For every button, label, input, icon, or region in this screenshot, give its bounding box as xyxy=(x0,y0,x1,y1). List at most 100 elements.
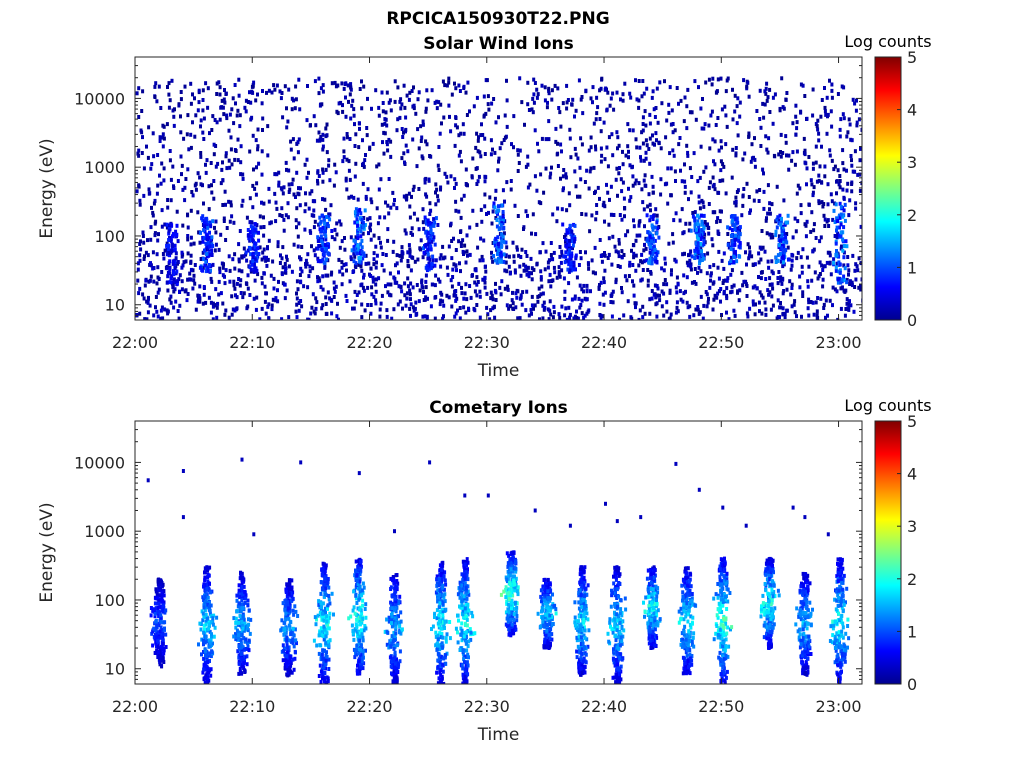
heatmap-cell xyxy=(758,188,762,192)
heatmap-cell xyxy=(725,278,729,283)
heatmap-cell xyxy=(348,177,352,182)
heatmap-cell xyxy=(310,305,314,310)
heatmap-cell xyxy=(707,202,711,206)
heatmap-cell xyxy=(214,219,218,224)
heatmap-cell xyxy=(454,115,458,120)
heatmap-cell xyxy=(323,265,327,270)
heatmap-cell xyxy=(181,187,185,192)
heatmap-cell xyxy=(201,618,205,623)
heatmap-cell xyxy=(825,131,829,136)
heatmap-cell xyxy=(578,250,582,254)
heatmap-cell xyxy=(246,273,250,278)
heatmap-cell xyxy=(214,287,218,292)
heatmap-cell xyxy=(325,680,329,684)
heatmap-cell xyxy=(359,242,363,247)
heatmap-cell xyxy=(704,223,708,227)
heatmap-cell xyxy=(662,282,666,287)
heatmap-cell xyxy=(240,254,244,259)
heatmap-cell xyxy=(428,201,432,206)
heatmap-cell xyxy=(241,295,245,300)
heatmap-cell xyxy=(467,308,471,312)
heatmap-cell xyxy=(158,593,162,598)
heatmap-cell xyxy=(589,145,593,150)
heatmap-cell xyxy=(435,99,439,104)
heatmap-cell xyxy=(591,100,594,105)
heatmap-cell xyxy=(606,164,610,169)
heatmap-cell xyxy=(251,226,255,230)
heatmap-cell xyxy=(533,128,537,133)
heatmap-cell xyxy=(699,237,703,242)
heatmap-cell xyxy=(616,264,620,268)
heatmap-cell xyxy=(490,221,494,226)
heatmap-cell xyxy=(198,265,202,270)
heatmap-cell xyxy=(204,221,208,225)
heatmap-cell xyxy=(175,209,179,214)
heatmap-cell xyxy=(230,214,234,219)
heatmap-cell xyxy=(201,218,205,223)
heatmap-cell xyxy=(547,317,551,320)
heatmap-cell xyxy=(202,623,206,628)
heatmap-cell xyxy=(229,135,233,140)
heatmap-cell xyxy=(726,232,730,236)
heatmap-cell xyxy=(244,596,248,601)
heatmap-cell xyxy=(324,257,328,262)
heatmap-cell xyxy=(566,238,570,243)
heatmap-cell xyxy=(239,638,243,643)
heatmap-cell xyxy=(266,246,269,251)
heatmap-cell xyxy=(734,199,738,204)
heatmap-cell xyxy=(406,149,410,154)
heatmap-cell xyxy=(654,207,658,212)
heatmap-cell xyxy=(776,276,780,280)
heatmap-cell xyxy=(304,262,308,267)
heatmap-cell xyxy=(209,237,213,242)
heatmap-cell xyxy=(239,641,243,646)
heatmap-cell xyxy=(666,201,670,206)
heatmap-cell xyxy=(179,97,183,102)
heatmap-cell xyxy=(689,267,693,272)
heatmap-cell xyxy=(768,207,771,212)
heatmap-cell xyxy=(642,207,646,212)
y-tick-label: 10000 xyxy=(74,89,125,108)
colorbar xyxy=(874,56,902,321)
heatmap-cell xyxy=(532,267,536,272)
heatmap-cell xyxy=(233,157,237,162)
heatmap-cell xyxy=(321,179,325,184)
heatmap-cell xyxy=(396,85,400,90)
heatmap-cell xyxy=(242,617,246,622)
heatmap-cell xyxy=(676,282,680,287)
heatmap-cell xyxy=(725,124,729,129)
heatmap-cell xyxy=(627,155,630,160)
heatmap-cell xyxy=(282,649,286,653)
heatmap-cell xyxy=(324,661,328,666)
heatmap-cell xyxy=(785,232,789,236)
heatmap-cell xyxy=(483,204,487,209)
heatmap-cell xyxy=(172,272,176,277)
heatmap-cell xyxy=(502,226,506,230)
heatmap-cell xyxy=(289,598,293,603)
heatmap-cell xyxy=(210,183,213,188)
heatmap-cell xyxy=(238,661,242,666)
heatmap-cell xyxy=(671,122,675,126)
heatmap-cell xyxy=(843,313,847,318)
heatmap-cell xyxy=(740,213,744,218)
heatmap-cell xyxy=(778,213,782,218)
heatmap-cell xyxy=(237,671,241,676)
heatmap-cell xyxy=(246,641,250,646)
heatmap-cell xyxy=(258,214,262,219)
heatmap-cell xyxy=(637,181,641,186)
heatmap-cell xyxy=(363,208,367,213)
heatmap-cell xyxy=(641,128,645,133)
heatmap-cell xyxy=(247,617,250,622)
heatmap-cell xyxy=(500,203,504,208)
heatmap-cell xyxy=(235,609,239,614)
heatmap-cell xyxy=(360,106,364,111)
heatmap-cell xyxy=(759,276,763,281)
heatmap-cell xyxy=(610,292,614,297)
heatmap-cell xyxy=(618,213,622,217)
heatmap-cell xyxy=(851,97,855,102)
heatmap-cell xyxy=(224,91,228,96)
heatmap-cell xyxy=(831,303,834,308)
heatmap-cell xyxy=(312,208,316,213)
heatmap-cell xyxy=(485,291,489,296)
heatmap-cell xyxy=(435,106,439,111)
